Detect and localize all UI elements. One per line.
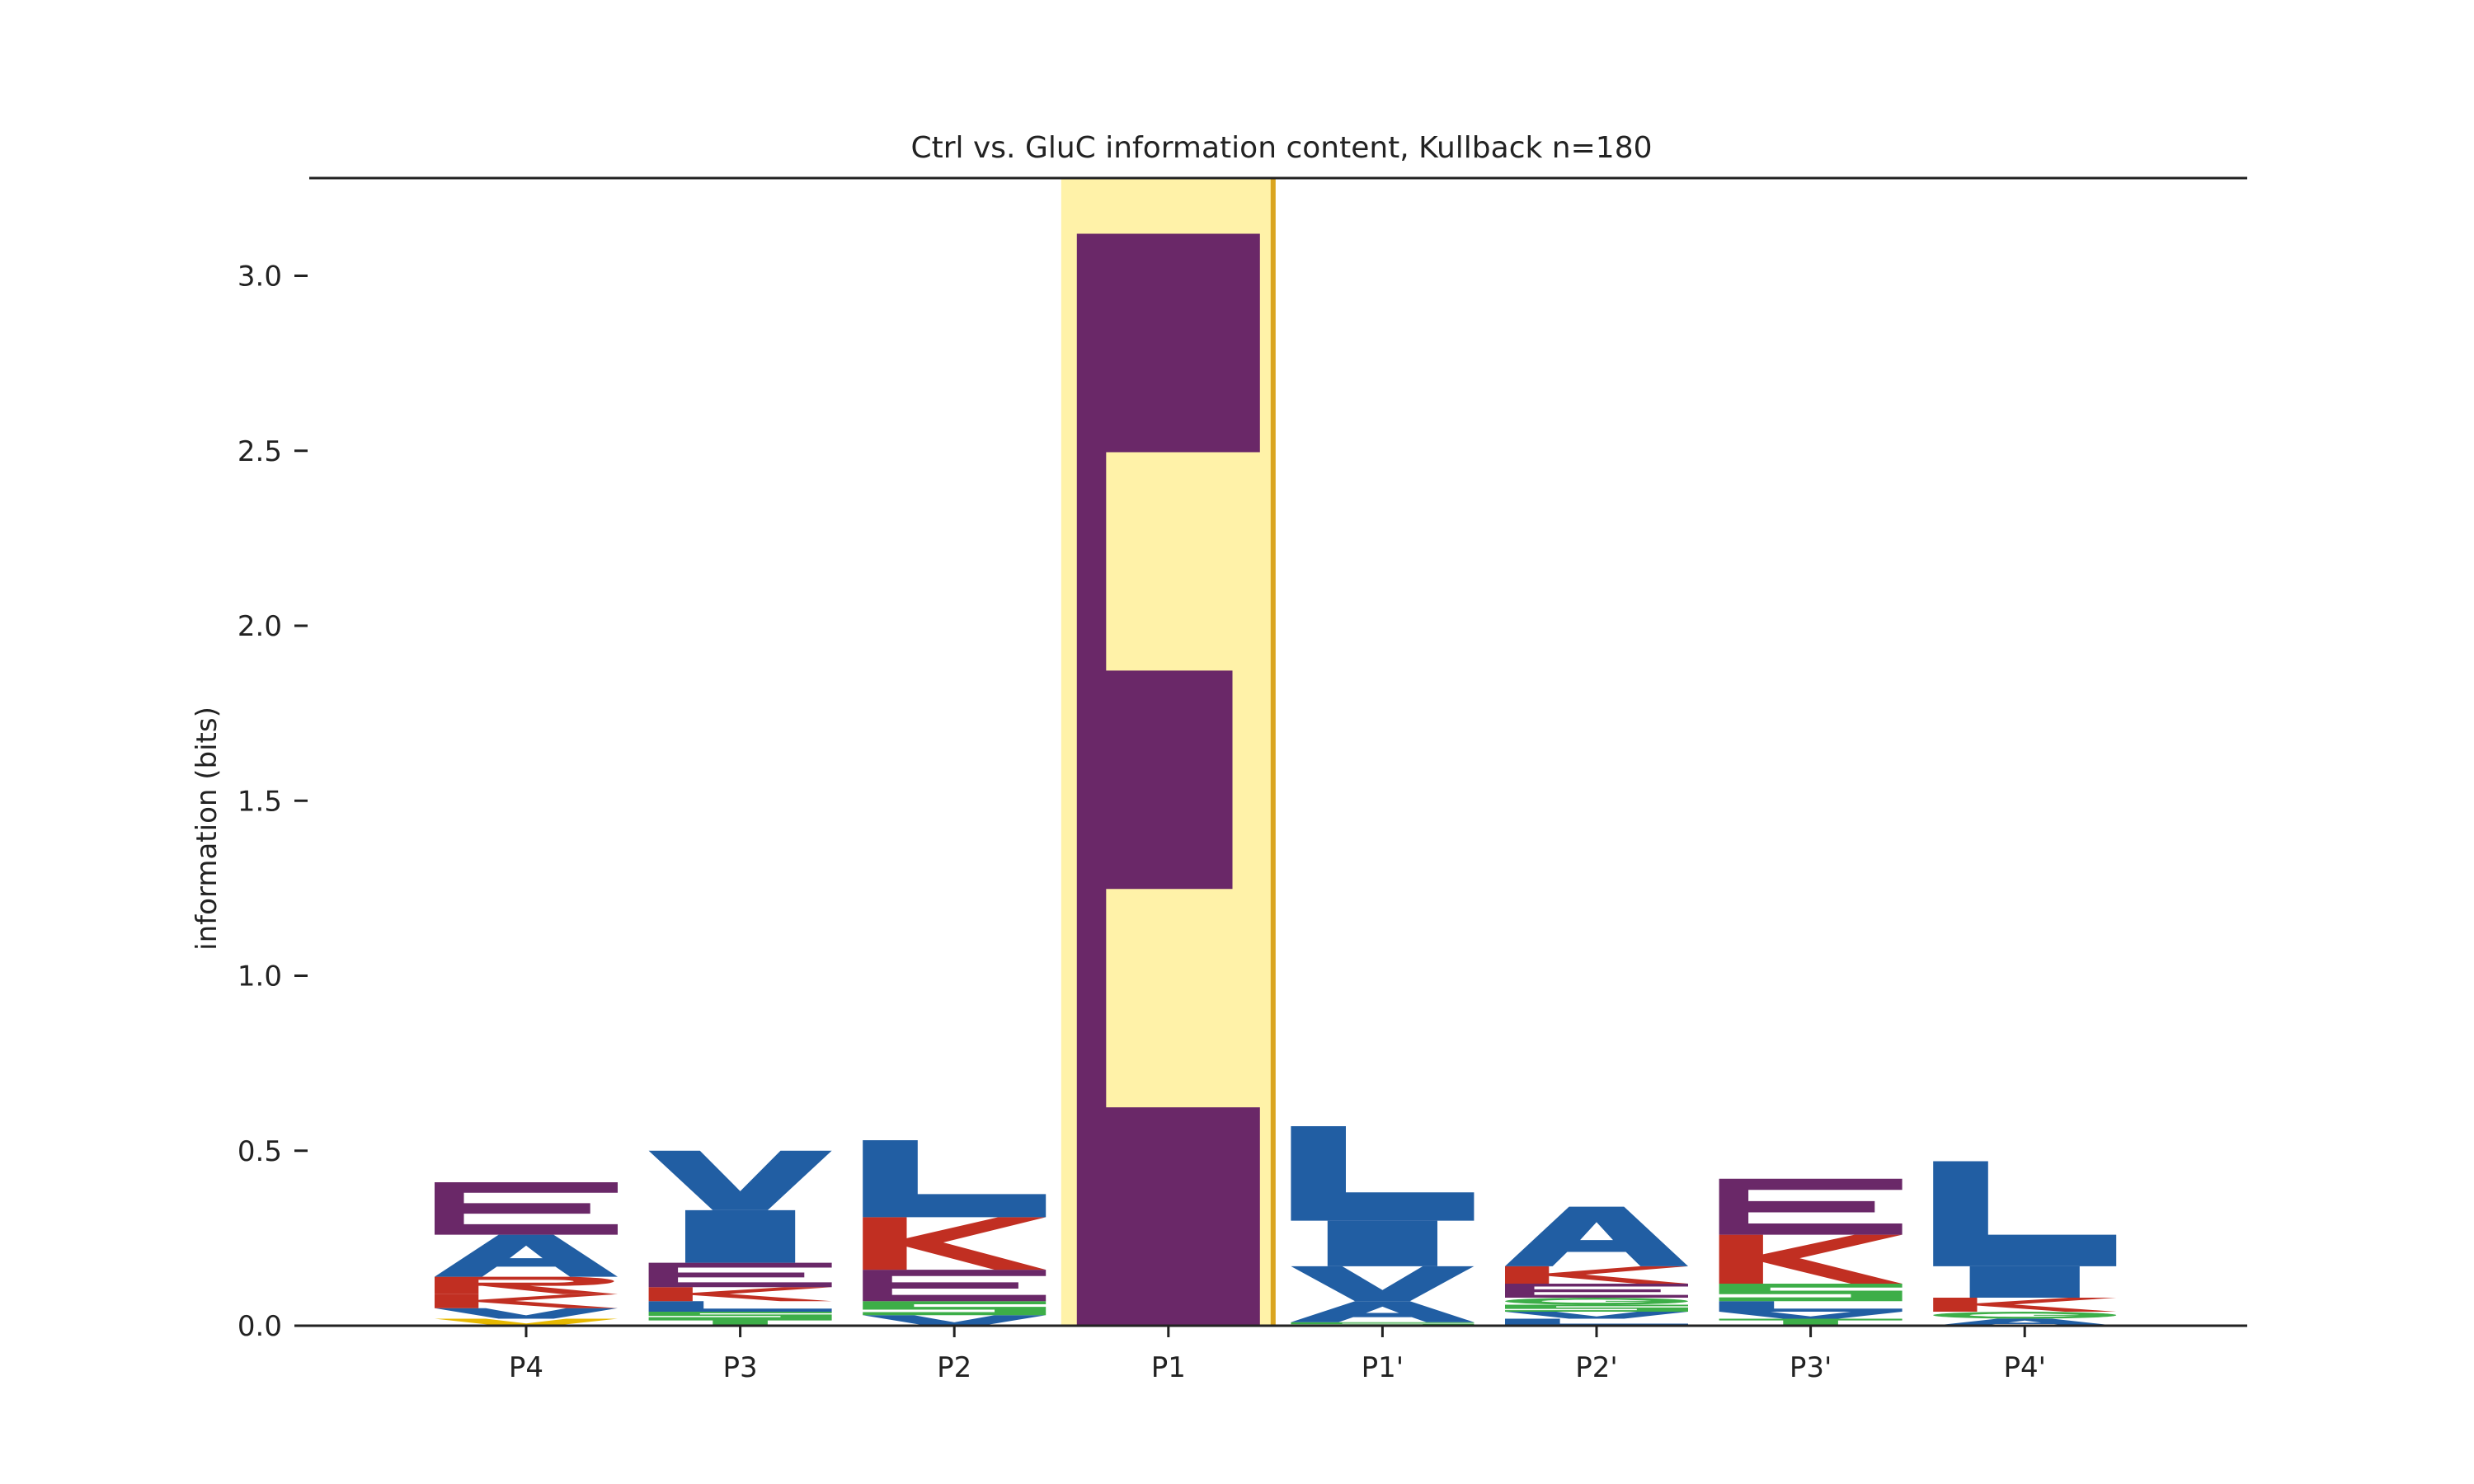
x-tick-label: P4: [509, 1351, 543, 1384]
logo-column: [1933, 1161, 2117, 1326]
y-tick-label: 0.5: [238, 1135, 282, 1168]
logo-letter-k: [1505, 1266, 1688, 1284]
logo-letter-k: [1719, 1234, 1903, 1284]
logo-letter-s: [1505, 1304, 1688, 1313]
logo-letter-g: [1505, 1298, 1688, 1305]
logo-letter-a: [1505, 1206, 1688, 1266]
y-tick-label: 1.0: [238, 960, 282, 993]
logo-letter-i: [1969, 1266, 2080, 1298]
logo-letter-l: [1291, 1126, 1475, 1221]
logo-letter-v: [1291, 1266, 1475, 1302]
logo-letter-k: [863, 1217, 1047, 1270]
x-tick-label: P2': [1575, 1351, 1617, 1384]
logo-letter-s: [863, 1301, 1047, 1316]
x-tick-label: P3: [723, 1351, 758, 1384]
y-tick-label: 2.5: [238, 435, 282, 468]
logo-letter-i: [1327, 1220, 1437, 1266]
chart-title: Ctrl vs. GluC information content, Kullb…: [911, 131, 1653, 165]
logo-letter-v: [435, 1318, 618, 1326]
x-tick-label: P4': [2003, 1351, 2045, 1384]
logo-letter-v: [648, 1150, 832, 1210]
x-tick-label: P3': [1790, 1351, 1832, 1384]
logo-letter-e: [1719, 1178, 1903, 1235]
logo-letter-l: [1933, 1161, 2117, 1266]
x-tick-label: P2: [937, 1351, 971, 1384]
logo-letter-l: [863, 1140, 1047, 1218]
logo-letter-v: [1719, 1312, 1903, 1319]
logo-letter-v: [863, 1315, 1047, 1326]
logo-letter-e: [648, 1262, 832, 1288]
logo-letter-i: [685, 1209, 796, 1263]
logo-letter-l: [1719, 1301, 1903, 1313]
logo-column: [435, 1181, 618, 1326]
logo-column: [863, 1140, 1047, 1326]
logo-letter-r: [435, 1276, 618, 1294]
logo-letter-g: [1933, 1312, 2117, 1319]
logo-letter-l: [1505, 1318, 1688, 1326]
logo-letter-k: [648, 1287, 832, 1302]
highlight-band-edge: [1270, 178, 1276, 1326]
logo-letter-a: [1933, 1318, 2117, 1326]
logo-letter-v: [435, 1308, 618, 1319]
y-tick-label: 0.0: [238, 1310, 282, 1343]
logo-column: [1076, 233, 1260, 1326]
logo-column: [1505, 1206, 1688, 1326]
logo-letter-v: [1505, 1312, 1688, 1319]
logo-letter-e: [1076, 233, 1260, 1326]
x-tick-label: P1': [1362, 1351, 1404, 1384]
logo-letter-k: [1933, 1298, 2117, 1313]
x-tick-label: P1: [1151, 1351, 1186, 1384]
logo-letter-l: [648, 1301, 832, 1313]
logo-letter-a: [1291, 1301, 1475, 1322]
logo-letter-e: [863, 1270, 1047, 1302]
y-axis-label: information (bits): [190, 707, 223, 951]
logo-letter-e: [435, 1181, 618, 1235]
axes-layer: 0.0 0.5 1.0 1.5 2.0 2.5 3.0 P4 P3 P2 P1 P1' P2' P3' P4…: [238, 176, 2247, 1384]
logo-letter-s: [1719, 1284, 1903, 1302]
logo-letter-k: [435, 1294, 618, 1308]
y-tick-label: 2.0: [238, 610, 282, 643]
logo-letter-s: [648, 1312, 832, 1319]
logo-letter-e: [1505, 1284, 1688, 1298]
logo-letter-a: [435, 1234, 618, 1277]
y-tick-label: 1.5: [238, 785, 282, 818]
y-tick-label: 3.0: [238, 261, 282, 294]
